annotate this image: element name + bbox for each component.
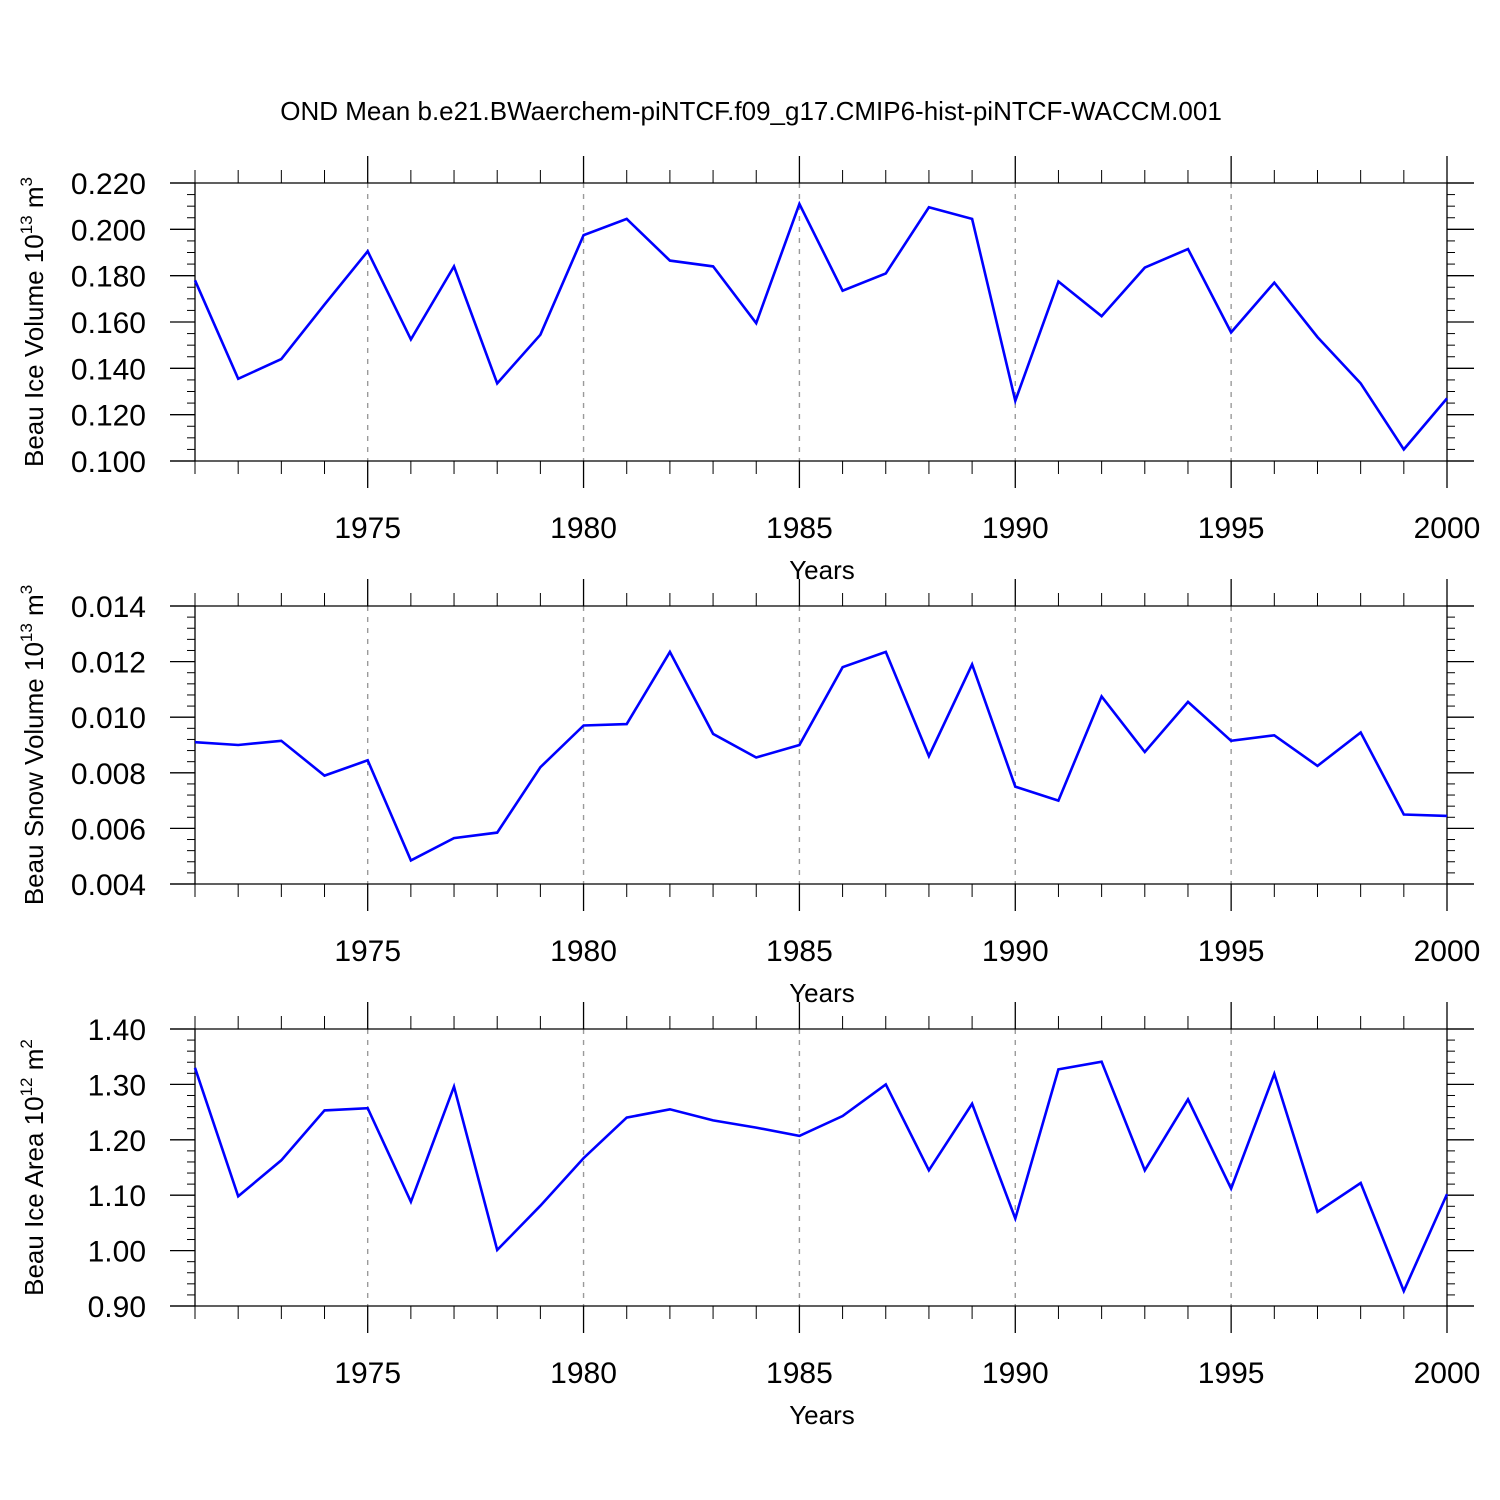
x-tick-label: 1995 (1198, 512, 1265, 545)
y-axis-label-exponent: 3 (17, 585, 36, 594)
x-tick-label: 1985 (766, 1357, 833, 1390)
x-tick-label: 1975 (334, 1357, 401, 1390)
series-line (193, 1060, 1449, 1295)
y-axis-label-text: m (19, 594, 49, 623)
y-tick-label: 1.00 (88, 1236, 146, 1269)
y-axis-label-exponent: 12 (17, 1077, 36, 1096)
y-tick-label: 0.014 (71, 591, 146, 624)
x-tick-label: 1990 (982, 1357, 1049, 1390)
y-tick-label: 1.30 (88, 1069, 146, 1102)
x-tick-label: 2000 (1414, 1357, 1481, 1390)
y-tick-label: 1.10 (88, 1180, 146, 1213)
series-line (194, 649, 1448, 863)
y-axis-label-text: Beau Ice Area 10 (19, 1096, 49, 1295)
x-tick-label: 1985 (766, 935, 833, 968)
x-tick-label: 2000 (1414, 512, 1481, 545)
x-tick-label: 1990 (982, 512, 1049, 545)
y-tick-label: 0.140 (71, 353, 146, 386)
x-tick-label: 1995 (1198, 1357, 1265, 1390)
x-tick-label: 1990 (982, 935, 1049, 968)
y-axis-label: Beau Snow Volume 1013 m3 (17, 585, 49, 905)
y-axis-label-text: Beau Snow Volume 10 (19, 642, 49, 905)
x-tick-label: 1975 (334, 935, 401, 968)
y-axis-label-exponent: 2 (17, 1039, 36, 1048)
y-axis-label-text: Beau Ice Volume 10 (19, 234, 49, 467)
x-tick-label: 1980 (550, 512, 617, 545)
y-axis-label-exponent: 13 (17, 623, 36, 642)
y-axis-label-exponent: 3 (17, 177, 36, 186)
x-tick-label: 1985 (766, 512, 833, 545)
x-tick-label: 1975 (334, 512, 401, 545)
y-tick-label: 0.008 (71, 758, 146, 791)
series-line (193, 200, 1448, 452)
panel-ice-volume: 0.100 0.120 0.140 0.160 0.180 0.200 0.220 1975 1… (17, 156, 1480, 585)
y-tick-label: 0.010 (71, 702, 146, 735)
y-tick-label: 0.004 (71, 869, 146, 902)
y-tick-label: 0.100 (71, 446, 146, 479)
y-tick-label: 1.20 (88, 1125, 146, 1158)
y-tick-label: 0.012 (71, 647, 146, 680)
x-tick-label: 1980 (550, 1357, 617, 1390)
x-axis-label: Years (789, 978, 855, 1008)
panel-snow-volume: 0.004 0.006 0.008 0.010 0.012 0.014 1975 1980 19… (17, 579, 1480, 1008)
x-tick-label: 1995 (1198, 935, 1265, 968)
y-tick-label: 0.160 (71, 307, 146, 340)
y-tick-label: 0.220 (71, 168, 146, 201)
figure-title: OND Mean b.e21.BWaerchem-piNTCF.f09_g17.… (280, 96, 1222, 126)
x-tick-label: 2000 (1414, 935, 1481, 968)
y-axis-label-text: m (19, 186, 49, 215)
y-axis-label-exponent: 13 (17, 215, 36, 234)
panel-ice-area: 0.90 1.00 1.10 1.20 1.30 1.40 1975 1980 1985 1990… (17, 1002, 1480, 1430)
x-axis-label: Years (789, 1400, 855, 1430)
y-axis-label: Beau Ice Volume 1013 m3 (17, 177, 49, 467)
y-tick-label: 0.180 (71, 261, 146, 294)
y-axis-label: Beau Ice Area 1012 m2 (17, 1039, 49, 1296)
y-tick-label: 0.006 (71, 813, 146, 846)
x-axis-label: Years (789, 555, 855, 585)
y-tick-label: 1.40 (88, 1014, 146, 1047)
x-tick-label: 1980 (550, 935, 617, 968)
y-tick-label: 0.200 (71, 214, 146, 247)
y-tick-label: 0.90 (88, 1291, 146, 1324)
y-axis-label-text: m (19, 1049, 49, 1078)
y-tick-label: 0.120 (71, 400, 146, 433)
